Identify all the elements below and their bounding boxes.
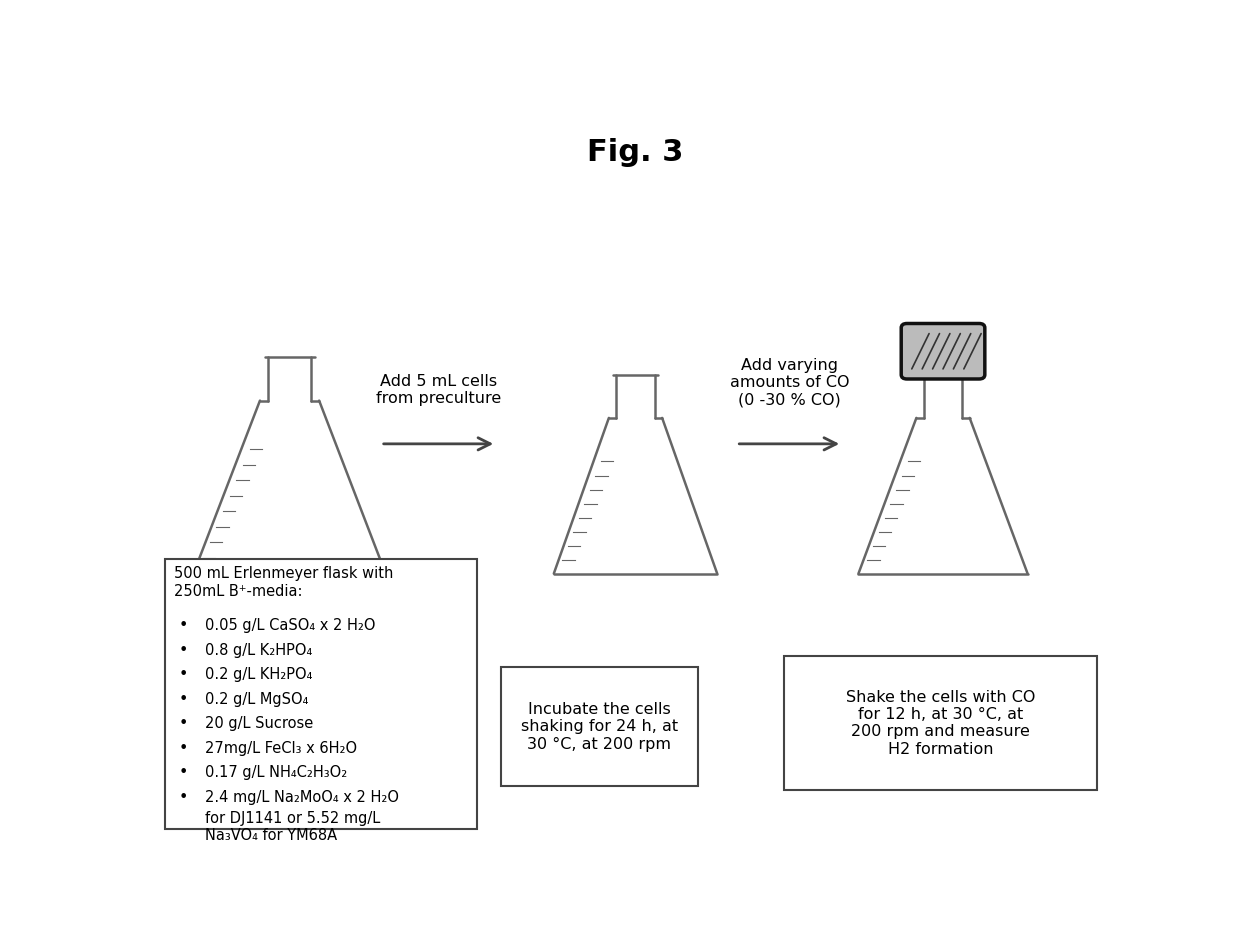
Text: 0.2 g/L KH₂PO₄: 0.2 g/L KH₂PO₄ <box>205 667 312 682</box>
Text: •: • <box>179 619 188 634</box>
Text: 0.8 g/L K₂HPO₄: 0.8 g/L K₂HPO₄ <box>205 643 312 658</box>
Text: Add varying
amounts of CO
(0 -30 % CO): Add varying amounts of CO (0 -30 % CO) <box>729 358 849 407</box>
FancyBboxPatch shape <box>165 559 477 829</box>
Text: Fig. 3: Fig. 3 <box>588 138 683 167</box>
Text: for DJ1141 or 5.52 mg/L
Na₃VO₄ for YM68A: for DJ1141 or 5.52 mg/L Na₃VO₄ for YM68A <box>205 811 381 843</box>
Text: Add 5 mL cells
from preculture: Add 5 mL cells from preculture <box>376 373 501 406</box>
Text: 0.2 g/L MgSO₄: 0.2 g/L MgSO₄ <box>205 692 309 707</box>
FancyBboxPatch shape <box>785 656 1096 790</box>
Text: 500 mL Erlenmeyer flask with
250mL B⁺-media:: 500 mL Erlenmeyer flask with 250mL B⁺-me… <box>174 566 393 599</box>
FancyBboxPatch shape <box>501 667 698 786</box>
Text: 20 g/L Sucrose: 20 g/L Sucrose <box>205 716 314 731</box>
Text: Shake the cells with CO
for 12 h, at 30 °C, at
200 rpm and measure
H2 formation: Shake the cells with CO for 12 h, at 30 … <box>846 690 1035 756</box>
Text: •: • <box>179 766 188 781</box>
Text: Incubate the cells
shaking for 24 h, at
30 °C, at 200 rpm: Incubate the cells shaking for 24 h, at … <box>521 702 678 752</box>
FancyBboxPatch shape <box>901 324 985 379</box>
Text: •: • <box>179 667 188 682</box>
Text: 27mg/L FeCl₃ x 6H₂O: 27mg/L FeCl₃ x 6H₂O <box>205 740 357 755</box>
Text: •: • <box>179 692 188 707</box>
Text: 2.4 mg/L Na₂MoO₄ x 2 H₂O: 2.4 mg/L Na₂MoO₄ x 2 H₂O <box>205 790 399 805</box>
Text: 0.05 g/L CaSO₄ x 2 H₂O: 0.05 g/L CaSO₄ x 2 H₂O <box>205 619 376 634</box>
Text: •: • <box>179 643 188 658</box>
Text: •: • <box>179 716 188 731</box>
Text: •: • <box>179 790 188 805</box>
Text: 0.17 g/L NH₄C₂H₃O₂: 0.17 g/L NH₄C₂H₃O₂ <box>205 766 347 781</box>
Text: •: • <box>179 740 188 755</box>
